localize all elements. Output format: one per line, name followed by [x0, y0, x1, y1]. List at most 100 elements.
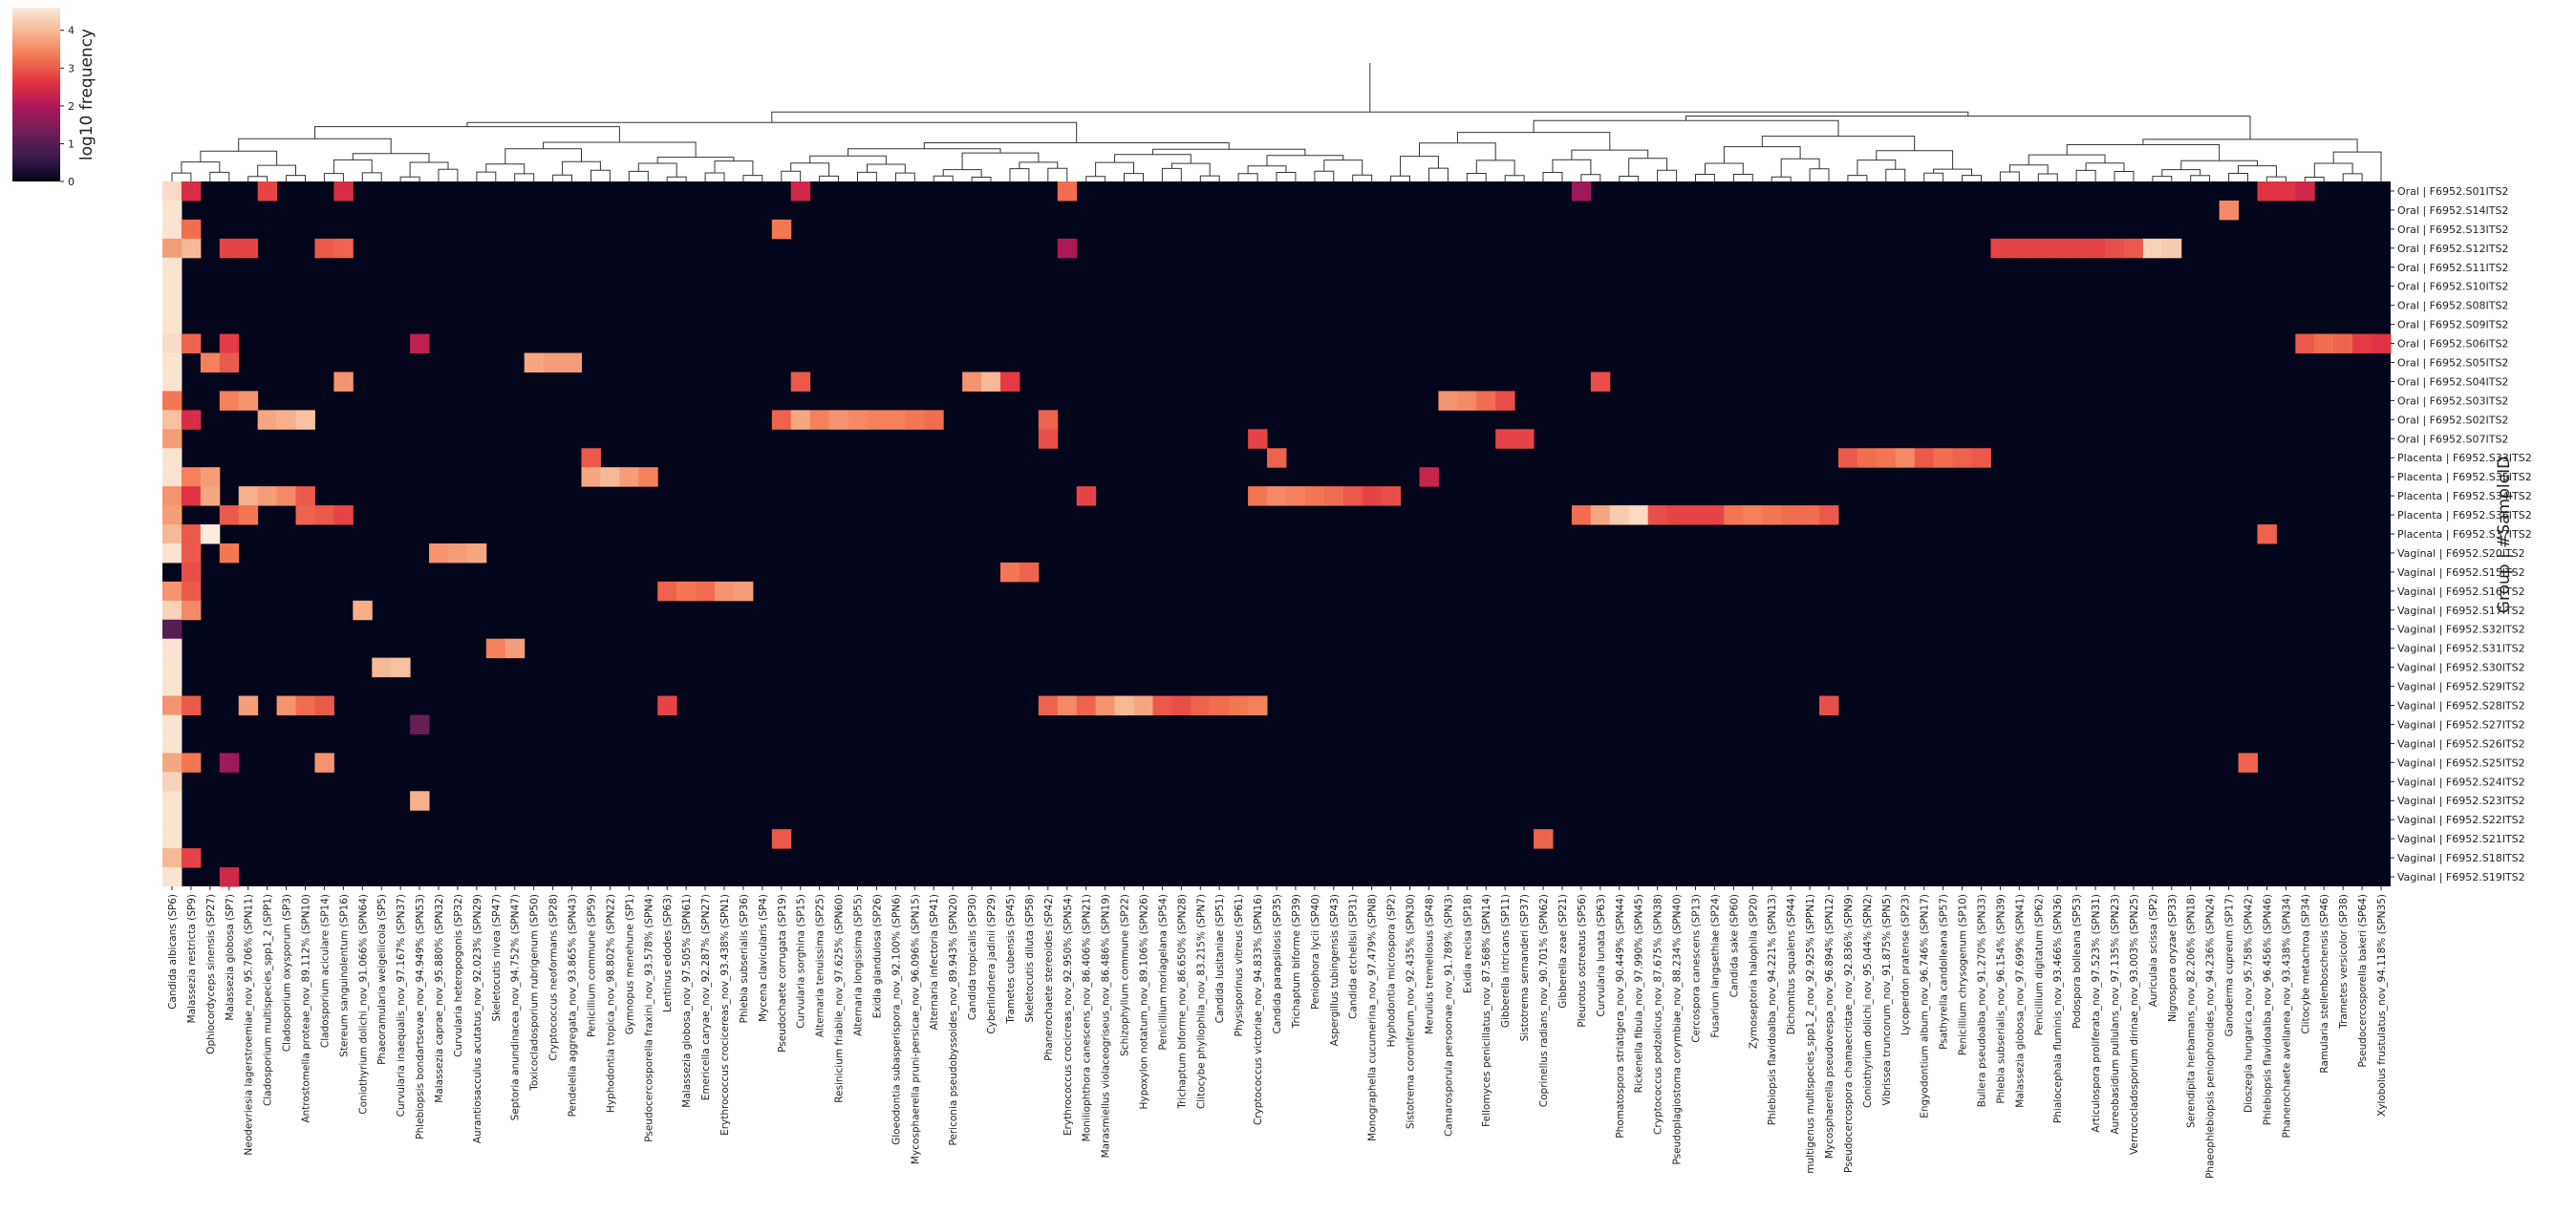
heatmap-cell [181, 467, 202, 487]
heatmap-cell [181, 219, 202, 240]
heatmap-cell [999, 562, 1020, 583]
heatmap-cell [162, 505, 182, 525]
column-label: Stereum sanguinolentum (SP16) [338, 894, 350, 1057]
heatmap-cell [1971, 448, 1991, 468]
heatmap-cell [162, 600, 182, 621]
heatmap-cell [1038, 410, 1059, 430]
heatmap-cell [162, 791, 182, 811]
heatmap-cell [1819, 695, 1839, 715]
heatmap-cell [657, 581, 677, 602]
dendrogram-link [2342, 173, 2363, 181]
column-label: Malassezia caprae_nov_95.880% (SPN32) [434, 894, 445, 1103]
heatmap-cell [485, 638, 506, 659]
heatmap-cell [2142, 238, 2163, 259]
heatmap-cell [447, 543, 468, 564]
row-label: Oral | F6952.S12ITS2 [2397, 243, 2508, 255]
dendrogram-link [2304, 177, 2325, 181]
heatmap-cell [1057, 181, 1078, 202]
dendrogram-link [1723, 146, 1801, 164]
heatmap-cell [257, 181, 278, 202]
dendrogram-link [819, 175, 840, 181]
heatmap-cell [962, 372, 982, 392]
heatmap-cell [181, 581, 202, 602]
dendrogram-link [476, 171, 497, 181]
heatmap-cell [2352, 333, 2372, 354]
heatmap-cell [162, 714, 182, 734]
column-label: Verrucocladosporium dirinae_nov_93.003% … [2129, 894, 2140, 1155]
heatmap-cell [1590, 372, 1611, 392]
column-label: Pseudocercosporella bakeri (SP64) [2357, 894, 2369, 1067]
dendrogram-link [1161, 167, 1182, 181]
column-label: Toxicocladosporium rubrigenum (SP50) [529, 894, 541, 1092]
dendrogram-link [562, 160, 601, 176]
column-label: Phlebiopsis bondartsevae_nov_94.949% (SP… [415, 894, 426, 1139]
heatmap-cell [1133, 695, 1153, 715]
heatmap-cell [238, 486, 259, 506]
heatmap-cell [466, 543, 487, 564]
heatmap-cell [1285, 486, 1306, 506]
heatmap-cell [1819, 505, 1839, 525]
heatmap-cell [410, 333, 430, 354]
column-label: Camarosporula persoonae_nov_91.789% (SPN… [1443, 894, 1454, 1137]
column-label: Ganoderma cupreum (SP17) [2224, 894, 2236, 1036]
column-label: Candida tropicalis (SP30) [967, 894, 978, 1020]
column-label: Lycoperdon pratense (SP23) [1900, 894, 1912, 1035]
dendrogram-link [399, 176, 420, 181]
row-label: Vaginal | F6952.S16ITS2 [2397, 585, 2525, 598]
heatmap-cell [1609, 505, 1630, 525]
heatmap-cell [162, 314, 182, 335]
heatmap-cell [1724, 505, 1744, 525]
dendrogram-link [409, 161, 449, 178]
column-label: Cryptococcus neoformans (SP28) [548, 894, 560, 1061]
dendrogram-link [894, 172, 915, 181]
column-label: Cladosporium oxysporum (SP3) [282, 894, 293, 1052]
row-label: Vaginal | F6952.S22ITS2 [2397, 814, 2525, 826]
dendrogram-link [2238, 165, 2277, 178]
heatmap-cell [219, 505, 240, 525]
row-label: Vaginal | F6952.S31ITS2 [2397, 643, 2525, 655]
heatmap-cell [1171, 695, 1191, 715]
row-label: Vaginal | F6952.S19ITS2 [2397, 871, 2525, 883]
dendrogram-link [809, 155, 887, 165]
dendrogram-link [247, 176, 268, 181]
row-label: Oral | F6952.S01ITS2 [2397, 185, 2508, 198]
heatmap-cell [314, 753, 334, 773]
dendrogram-link [171, 172, 192, 181]
column-label: Penicillium chrysogenum (SP10) [1958, 894, 1969, 1055]
column-label: Trichaptum biforme_nov_86.650% (SPN28) [1176, 894, 1188, 1110]
heatmap-cell [1248, 486, 1268, 506]
column-label: Alternaria infectoria (SP41) [929, 894, 940, 1031]
row-label: Oral | F6952.S02ITS2 [2397, 414, 2508, 426]
heatmap-cell [809, 410, 830, 430]
dendrogram-link [181, 161, 221, 174]
heatmap-background [162, 181, 2391, 886]
row-label: Oral | F6952.S07ITS2 [2397, 433, 2508, 445]
heatmap-cell [162, 657, 182, 678]
column-label: Cladosporium aciculare (SP14) [319, 894, 331, 1048]
dendrogram-link [504, 148, 582, 164]
heatmap-cell [2295, 181, 2315, 202]
dendrogram-link [543, 141, 697, 158]
heatmap-cells [162, 181, 2392, 887]
heatmap-cell [219, 543, 240, 564]
column-label: Sistotrema coroniferum_nov_92.435% (SPN3… [1406, 894, 1417, 1129]
heatmap-cell [295, 410, 315, 430]
row-label: Oral | F6952.S09ITS2 [2397, 319, 2508, 331]
column-label: Podospora bolleana (SP53) [2072, 894, 2083, 1029]
row-label: Vaginal | F6952.S27ITS2 [2397, 718, 2525, 731]
heatmap-cell [1076, 486, 1097, 506]
heatmap-cell [162, 486, 182, 506]
heatmap-cell [314, 695, 334, 715]
heatmap-cell [2295, 333, 2315, 354]
heatmap-cell [1743, 505, 1763, 525]
dendrogram-link [1695, 174, 1715, 181]
row-label: Placenta | F6952.S35ITS2 [2397, 471, 2532, 483]
dendrogram-link [628, 170, 649, 181]
heatmap-cell [333, 238, 354, 259]
column-label: Trichaptum biforme (SP39) [1291, 894, 1302, 1029]
column-label: Gibberella intricans (SP11) [1500, 894, 1512, 1028]
dendrogram-link [704, 172, 725, 181]
row-label: Vaginal | F6952.S23ITS2 [2397, 795, 2525, 807]
heatmap-cell [981, 372, 1001, 392]
column-label: Antrostomella proteae_nov_89.112% (SPN10… [300, 894, 311, 1123]
